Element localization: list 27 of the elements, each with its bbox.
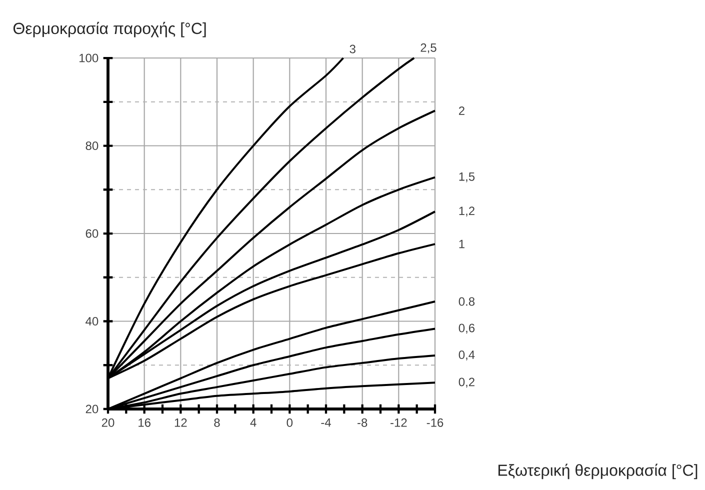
text: 1,5 [459,172,475,182]
y-tick-label: 60 [86,229,98,238]
text: 1,2 [459,206,474,217]
x-tick-label: -4 [321,418,331,427]
y-tick-label: 80 [86,142,98,150]
x-tick-label: -8 [358,418,368,427]
series-label: 0,2 [458,378,474,388]
y-tick-label: 40 [86,316,98,326]
x-tick-label: -12 [390,418,407,427]
series-label: 2,5 [420,43,436,54]
series-label: 2 [458,106,464,115]
series-label: 3 [350,44,356,54]
series-label: 0,4 [458,350,475,360]
x-axis-title: Εξωτερική θερμοκρασία [°C] [498,464,698,480]
x-tick-label: 12 [174,418,187,427]
x-tick-label: -16 [426,418,444,427]
text: 1 [459,240,464,248]
x-tick-label: 20 [102,418,114,427]
x-tick-label: 8 [214,418,220,427]
y-tick-label: 20 [86,404,98,414]
y-tick-label: 100 [80,54,98,62]
series-label: 0,6 [458,324,475,334]
y-axis-title: Θερμοκρασία παροχής [°C] [13,22,206,38]
x-tick-label: 0 [286,418,293,427]
x-tick-label: 4 [250,418,256,427]
series-label: 0.8 [458,297,475,306]
x-tick-label: 16 [138,418,150,427]
